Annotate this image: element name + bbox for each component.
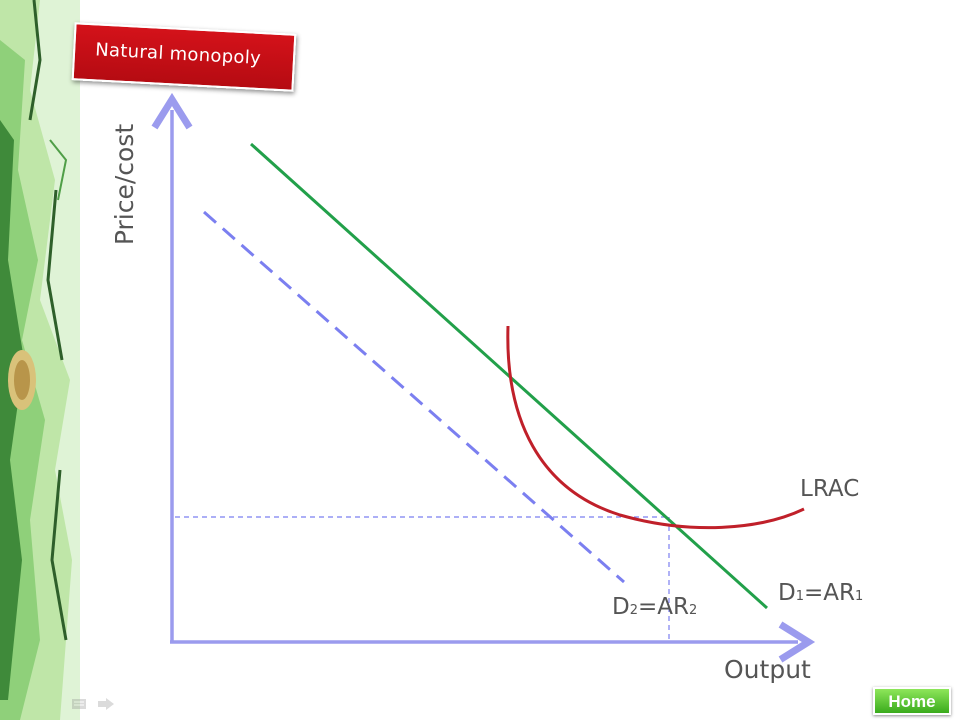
- y-axis-label: Price/cost: [110, 123, 140, 246]
- next-slide-arrow-icon[interactable]: [98, 698, 114, 710]
- slide-nav-icons: [72, 698, 114, 710]
- home-button[interactable]: Home: [873, 687, 951, 715]
- x-axis-label: Output: [724, 655, 811, 684]
- left-border-decoration: [0, 0, 80, 720]
- d2-label: D2=AR2: [612, 594, 698, 620]
- d1-label: D1=AR1: [778, 580, 864, 606]
- lrac-curve: [506, 325, 805, 530]
- demand-curve-d2: [203, 210, 625, 584]
- lrac-label: LRAC: [800, 476, 860, 502]
- notes-icon[interactable]: [72, 699, 86, 709]
